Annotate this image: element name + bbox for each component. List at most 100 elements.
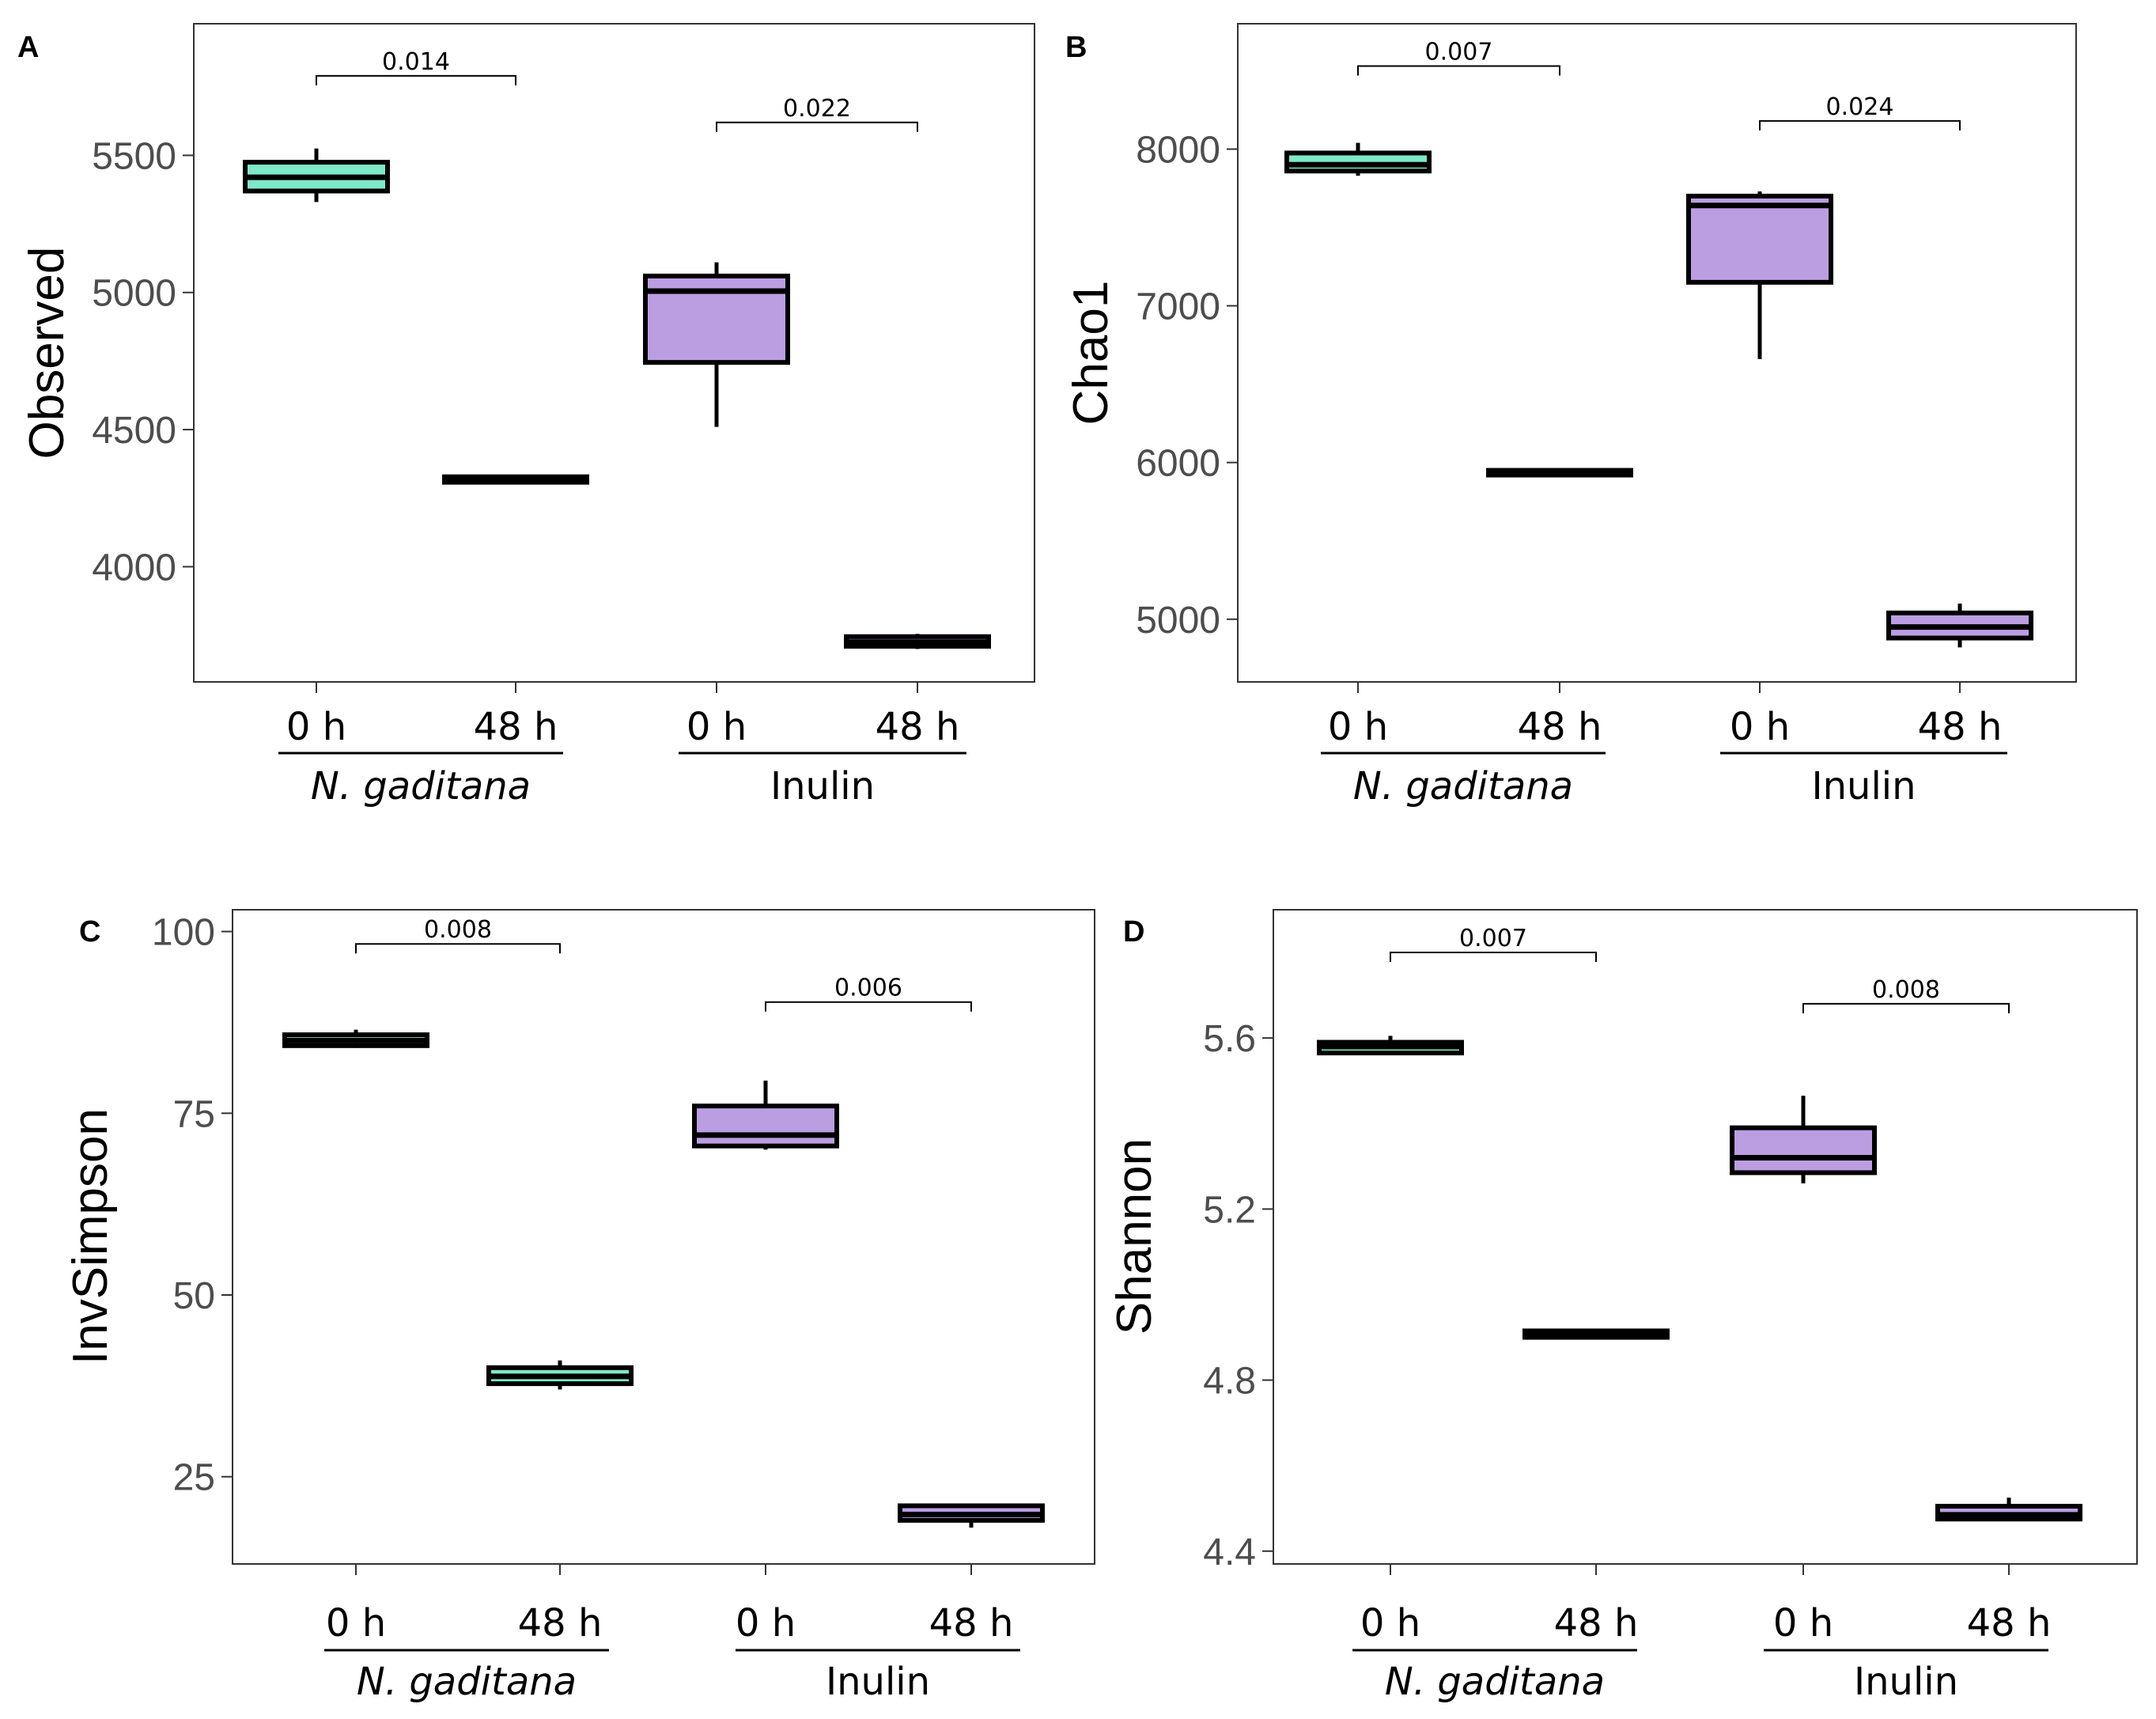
x-tick-label: 48 h xyxy=(518,1601,603,1645)
bracket-line xyxy=(1390,952,1597,963)
x-tick-label: 0 h xyxy=(286,705,346,749)
box-0 xyxy=(1284,142,1432,176)
y-axis-label: Chao1 xyxy=(1064,281,1118,426)
group-label: Inulin xyxy=(770,764,875,808)
y-axis-label: Observed xyxy=(20,247,74,460)
group-label: Inulin xyxy=(826,1660,930,1704)
group-label: Inulin xyxy=(1811,764,1916,808)
panel-letter: D xyxy=(1123,915,1144,948)
box-3 xyxy=(1935,1497,2082,1522)
x-tick-label: 0 h xyxy=(1328,705,1388,749)
y-tick-label: 5500 xyxy=(92,135,176,177)
box-0 xyxy=(1317,1036,1464,1056)
p-value-label: 0.008 xyxy=(1872,976,1940,1004)
box-2 xyxy=(643,262,790,427)
plot-frame xyxy=(193,23,1035,683)
panel-letter: B xyxy=(1065,31,1087,64)
plot-frame xyxy=(1237,23,2077,683)
p-value-label: 0.008 xyxy=(424,916,492,944)
box-2 xyxy=(1686,191,1833,359)
y-tick-label: 8000 xyxy=(1136,129,1220,171)
x-tick-label: 0 h xyxy=(736,1601,796,1645)
panel-d: D Shannon 4.4 4.8 5.2 5.6 0.007 0.008 0 h 48 h 0 h… xyxy=(1107,909,2138,1704)
box-3 xyxy=(1886,603,2033,648)
box-2 xyxy=(1730,1096,1877,1183)
box-1 xyxy=(1486,468,1633,478)
x-tick-label: 48 h xyxy=(474,705,558,749)
y-tick-label: 4000 xyxy=(92,547,176,589)
y-tick-label: 50 xyxy=(173,1275,215,1317)
significance-bracket: 0.007 xyxy=(1390,925,1597,963)
x-tick-label: 0 h xyxy=(1730,705,1790,749)
box-2 xyxy=(692,1080,839,1150)
y-axis-label: InvSimpson xyxy=(63,1108,118,1365)
box-body xyxy=(1686,193,1833,285)
x-tick-label: 48 h xyxy=(876,705,960,749)
plot-frame xyxy=(232,909,1095,1565)
box-1 xyxy=(486,1360,634,1390)
bracket-line xyxy=(716,121,918,132)
y-tick-label: 4.4 xyxy=(1203,1532,1256,1573)
group-label: N. gaditana xyxy=(357,1660,577,1704)
group-label: Inulin xyxy=(1854,1660,1958,1704)
x-tick-label: 48 h xyxy=(929,1601,1014,1645)
p-value-label: 0.014 xyxy=(382,48,450,76)
panel-c: C InvSimpson 25 50 75 100 0.008 0.006 0 h 48 h 0 h… xyxy=(63,909,1095,1704)
panel-a: A Observed 4000 4500 5000 5500 0.014 0.022 0 h 48… xyxy=(17,23,1035,808)
significance-bracket: 0.022 xyxy=(716,95,918,132)
y-axis-label: Shannon xyxy=(1107,1138,1162,1335)
p-value-label: 0.007 xyxy=(1425,38,1493,66)
panel-letter: C xyxy=(79,915,100,948)
bracket-line xyxy=(316,74,516,85)
y-tick-label: 100 xyxy=(152,912,215,954)
y-tick-label: 4500 xyxy=(92,410,176,452)
bracket-line xyxy=(765,1001,972,1012)
group-label: N. gaditana xyxy=(1353,764,1573,808)
panel-letter: A xyxy=(17,31,39,64)
y-tick-label: 75 xyxy=(173,1093,215,1135)
bracket-line xyxy=(355,943,561,954)
y-tick-label: 6000 xyxy=(1136,443,1220,485)
y-tick-label: 5000 xyxy=(92,273,176,315)
x-tick-label: 48 h xyxy=(1554,1601,1639,1645)
box-0 xyxy=(243,148,390,203)
p-value-label: 0.006 xyxy=(834,975,902,1002)
p-value-label: 0.024 xyxy=(1826,93,1894,121)
box-body xyxy=(692,1104,839,1149)
y-tick-label: 5.6 xyxy=(1203,1018,1256,1060)
bracket-line xyxy=(1357,65,1560,76)
x-tick-label: 0 h xyxy=(1773,1601,1833,1645)
significance-bracket: 0.007 xyxy=(1357,38,1560,76)
x-tick-label: 48 h xyxy=(1918,705,2003,749)
y-tick-label: 5000 xyxy=(1136,600,1220,642)
significance-bracket: 0.008 xyxy=(1802,976,2010,1013)
p-value-label: 0.022 xyxy=(783,95,851,123)
x-tick-label: 0 h xyxy=(326,1601,386,1645)
box-body xyxy=(1730,1125,1877,1176)
y-tick-label: 25 xyxy=(173,1457,215,1499)
x-tick-label: 48 h xyxy=(1518,705,1602,749)
y-tick-label: 7000 xyxy=(1136,286,1220,328)
x-tick-label: 48 h xyxy=(1967,1601,2052,1645)
box-1 xyxy=(442,474,589,485)
x-tick-label: 0 h xyxy=(1360,1601,1420,1645)
y-tick-label: 4.8 xyxy=(1203,1361,1256,1403)
significance-bracket: 0.008 xyxy=(355,916,561,954)
group-label: N. gaditana xyxy=(311,764,531,808)
significance-bracket: 0.024 xyxy=(1759,93,1961,131)
box-3 xyxy=(844,634,991,649)
x-tick-label: 0 h xyxy=(687,705,747,749)
bracket-line xyxy=(1802,1002,2010,1013)
significance-bracket: 0.006 xyxy=(765,975,972,1012)
bracket-line xyxy=(1759,119,1961,131)
panel-b: B Chao1 5000 6000 7000 8000 0.007 0.024 0 h 48 h 0… xyxy=(1064,23,2077,808)
plot-frame xyxy=(1273,909,2138,1565)
y-tick-label: 5.2 xyxy=(1203,1189,1256,1231)
significance-bracket: 0.014 xyxy=(316,48,516,85)
group-label: N. gaditana xyxy=(1385,1660,1605,1704)
p-value-label: 0.007 xyxy=(1459,925,1527,952)
box-1 xyxy=(1522,1328,1670,1340)
box-3 xyxy=(898,1503,1045,1528)
box-0 xyxy=(282,1029,429,1048)
